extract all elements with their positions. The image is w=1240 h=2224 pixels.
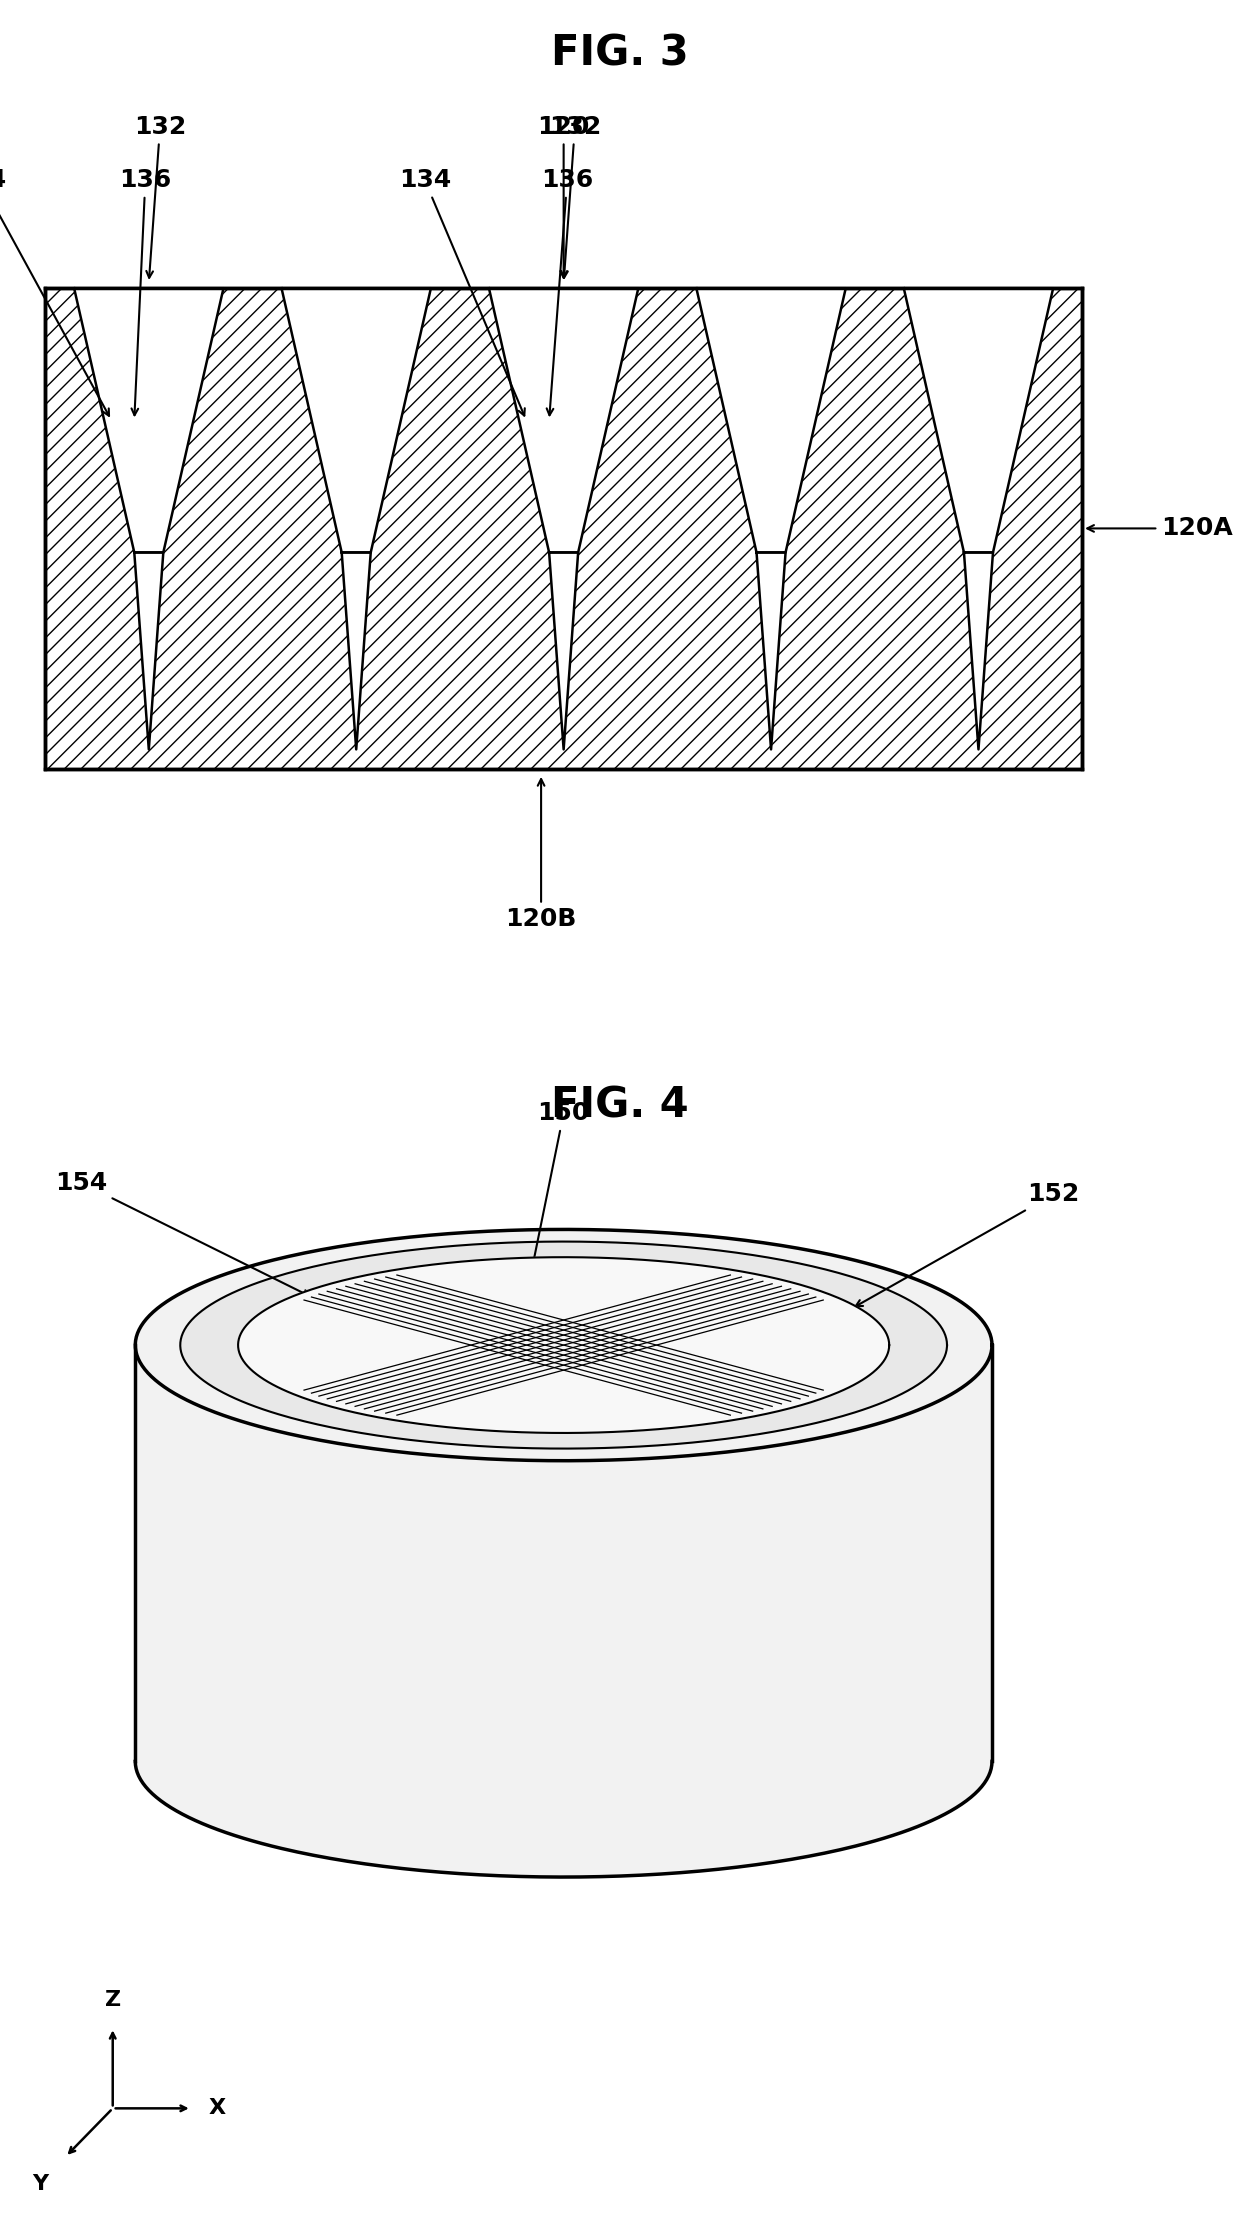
Text: 120B: 120B xyxy=(506,778,577,932)
Text: 132: 132 xyxy=(549,116,601,278)
Text: 136: 136 xyxy=(119,169,171,416)
Text: 134: 134 xyxy=(0,169,109,416)
Text: X: X xyxy=(208,2099,226,2117)
Polygon shape xyxy=(963,552,993,749)
Polygon shape xyxy=(756,552,786,749)
Text: FIG. 3: FIG. 3 xyxy=(551,31,689,73)
Polygon shape xyxy=(281,289,430,552)
Polygon shape xyxy=(135,1230,992,1461)
Text: FIG. 4: FIG. 4 xyxy=(552,1085,688,1128)
Text: 120A: 120A xyxy=(1087,516,1233,540)
Polygon shape xyxy=(180,1241,947,1448)
Polygon shape xyxy=(697,289,846,552)
Text: Z: Z xyxy=(104,1990,120,2010)
Polygon shape xyxy=(135,1346,992,1877)
Polygon shape xyxy=(134,552,164,749)
Text: 152: 152 xyxy=(856,1183,1080,1305)
Polygon shape xyxy=(549,552,578,749)
Text: 136: 136 xyxy=(541,169,594,416)
Bar xyxy=(45,289,1083,770)
Text: 154: 154 xyxy=(55,1170,310,1297)
Text: 132: 132 xyxy=(134,116,186,278)
Polygon shape xyxy=(238,1257,889,1432)
Polygon shape xyxy=(180,1241,947,1448)
Polygon shape xyxy=(904,289,1053,552)
Text: 134: 134 xyxy=(398,169,525,416)
Polygon shape xyxy=(489,289,639,552)
Polygon shape xyxy=(74,289,223,552)
Text: Y: Y xyxy=(32,2175,48,2195)
Polygon shape xyxy=(342,552,371,749)
Text: 150: 150 xyxy=(517,1101,590,1330)
Text: 120: 120 xyxy=(537,116,590,278)
